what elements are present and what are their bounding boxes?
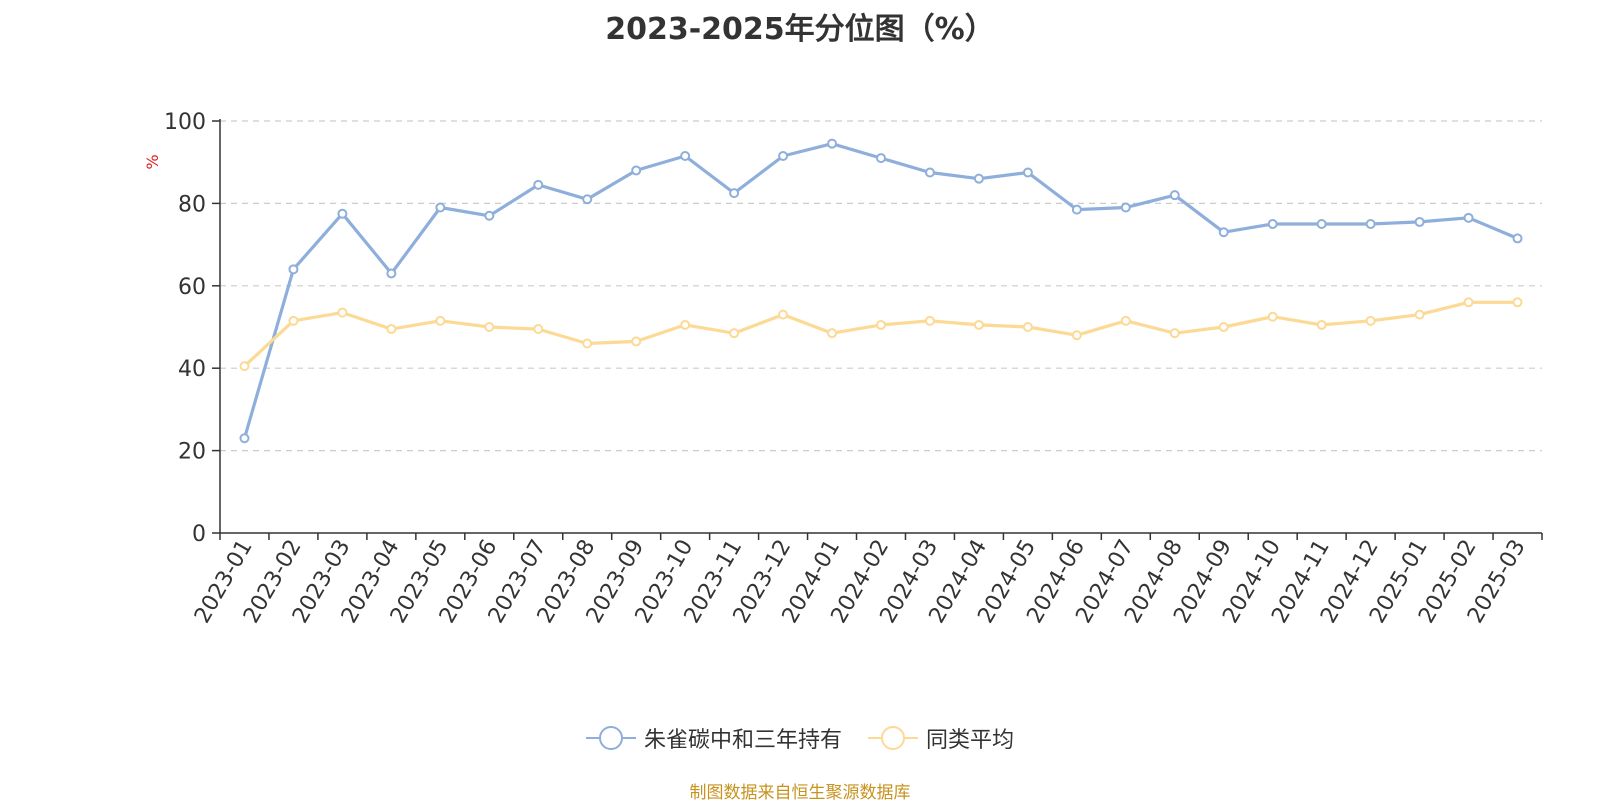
series-1-point-2024-11	[1316, 219, 1327, 229]
series-1-point-2023-02	[288, 264, 299, 275]
y-tick-label-100: 100	[164, 110, 206, 135]
series-2-point-2023-08	[582, 338, 593, 349]
legend-swatch-series-1	[585, 726, 636, 750]
series-1-point-2023-11	[729, 188, 740, 199]
series-2-point-2023-01	[239, 361, 250, 372]
series-1-point-2024-02	[876, 153, 886, 164]
y-tick-label-0: 0	[192, 522, 206, 547]
legend-item-series-1[interactable]: 朱雀碳中和三年持有	[585, 722, 842, 754]
series-2-point-2024-04	[973, 319, 984, 330]
legend: 朱雀碳中和三年持有 同类平均	[0, 722, 1600, 754]
series-2-point-2025-02	[1463, 297, 1474, 308]
series-line-1	[242, 142, 1519, 439]
legend-swatch-series-2	[868, 726, 918, 750]
chart-title: 2023-2025年分位图（%）	[605, 12, 995, 47]
series-1-point-2025-03	[1512, 233, 1523, 244]
series-2-point-2024-05	[1022, 322, 1033, 332]
series-1-point-2023-07	[533, 179, 544, 190]
legend-item-series-2[interactable]: 同类平均	[868, 722, 1014, 754]
source-note: 制图数据来自恒生聚源数据库	[689, 783, 911, 803]
series-2-point-2024-09	[1218, 322, 1229, 332]
y-tick-labels: 0 20 40 60 80 100	[164, 110, 206, 547]
y-tick-label-40: 40	[178, 357, 206, 382]
series-2-point-2025-01	[1414, 309, 1425, 320]
series-1-point-2023-06	[484, 210, 495, 221]
series-2-point-2024-07	[1120, 315, 1131, 326]
legend-label-series-1: 朱雀碳中和三年持有	[643, 728, 842, 753]
series-1-point-2023-05	[435, 202, 446, 213]
series-1-point-2024-01	[827, 138, 838, 149]
series-2-point-2023-12	[778, 309, 789, 320]
series-2-point-2024-01	[827, 328, 838, 339]
series-1-point-2024-05	[1022, 167, 1033, 178]
axes	[212, 119, 1543, 540]
series-1-point-2024-07	[1120, 202, 1131, 213]
series-2-point-2023-11	[729, 328, 740, 339]
series-1-point-2024-06	[1071, 204, 1082, 215]
y-tick-label-80: 80	[178, 192, 206, 217]
grid-lines	[220, 120, 1542, 452]
series-1-point-2025-02	[1463, 212, 1474, 223]
series-2-point-2023-10	[680, 319, 691, 330]
series-2-point-2024-10	[1267, 311, 1278, 322]
series-1-point-2023-12	[778, 151, 789, 162]
y-tick-label-20: 20	[178, 440, 206, 465]
series-2-point-2024-08	[1169, 328, 1180, 339]
series-2-point-2024-03	[924, 315, 935, 326]
series-2-point-2024-06	[1071, 330, 1082, 341]
series-1-point-2024-12	[1365, 219, 1376, 229]
series-1-point-2024-04	[973, 173, 984, 184]
series-1-point-2023-08	[582, 194, 593, 205]
series-1-point-2024-03	[924, 167, 935, 178]
series-2-point-2023-02	[288, 315, 299, 326]
series-2-point-2023-05	[435, 315, 446, 326]
series-2-point-2024-02	[876, 319, 886, 330]
series-1-point-2025-01	[1414, 216, 1425, 227]
x-tick-labels: 2023-012023-022023-032023-042023-052023-…	[190, 535, 1531, 627]
series-2-point-2024-11	[1316, 319, 1327, 330]
series-2-point-2024-12	[1365, 315, 1376, 326]
y-axis-label: %	[143, 154, 162, 169]
series-1-point-2023-10	[680, 151, 691, 162]
series-2-point-2023-06	[484, 322, 495, 332]
y-tick-label-60: 60	[178, 275, 206, 300]
series-1-point-2023-09	[631, 165, 642, 176]
series-1-point-2023-01	[239, 433, 250, 444]
series-line-2	[243, 300, 1518, 368]
series-2-point-2023-09	[631, 336, 642, 347]
series	[239, 138, 1523, 444]
series-2-point-2025-03	[1512, 297, 1523, 308]
legend-label-series-2: 同类平均	[926, 728, 1015, 753]
series-1-point-2023-04	[386, 268, 397, 279]
series-1-point-2024-08	[1169, 190, 1180, 201]
series-1-point-2024-10	[1267, 219, 1278, 229]
series-1-point-2024-09	[1218, 227, 1229, 238]
series-2-point-2023-04	[386, 324, 397, 335]
series-2-point-2023-07	[533, 324, 544, 335]
series-2-point-2023-03	[337, 307, 348, 318]
series-1-point-2023-03	[337, 208, 348, 219]
